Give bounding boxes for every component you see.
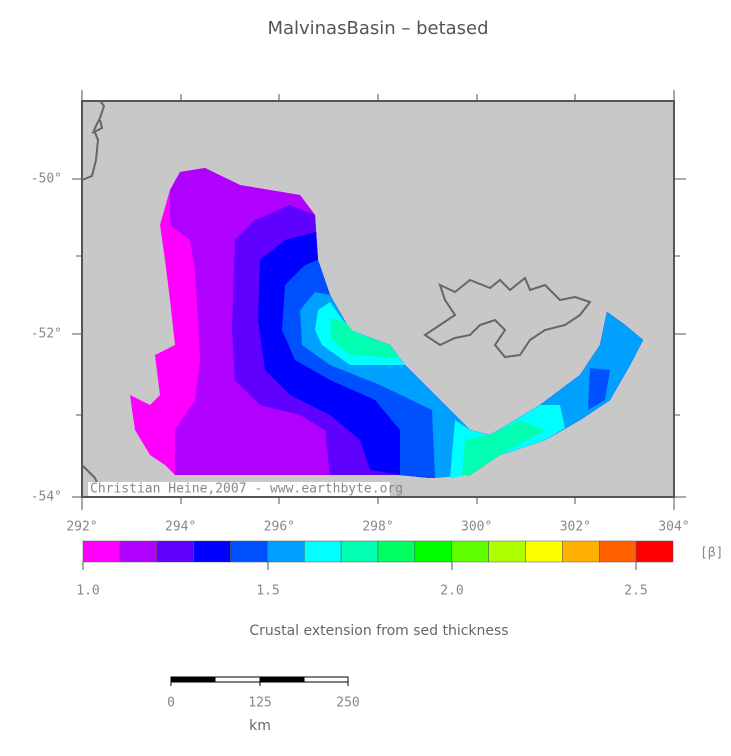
colorbar-swatch [488, 540, 526, 563]
colorbar-swatch [340, 540, 379, 563]
colorbar-swatch [304, 540, 342, 563]
colorbar-unit: [β] [700, 546, 723, 561]
colorbar-tick-label: 1.5 [256, 584, 279, 599]
colorbar-swatch [156, 540, 194, 563]
colorbar-swatch [562, 540, 600, 563]
credit: Christian Heine,2007 - www.earthbyte.org [90, 482, 403, 497]
x-tick-label: 304° [658, 520, 689, 535]
scale-label: 125 [248, 696, 271, 711]
x-tick-label: 292° [66, 520, 97, 535]
x-tick-label: 294° [165, 520, 196, 535]
scale-bar [170, 676, 349, 686]
ticks [72, 90, 686, 510]
colorbar-swatch [451, 540, 489, 563]
basin [130, 168, 643, 478]
colorbar-swatch [599, 540, 637, 563]
y-tick-label: -52° [31, 327, 62, 342]
scale-unit: km [249, 718, 271, 734]
colorbar-swatch [525, 540, 563, 563]
colorbar-swatch [82, 540, 121, 563]
colorbar-tick-label: 2.0 [440, 584, 463, 599]
colorbar-caption: Crustal extension from sed thickness [249, 623, 508, 639]
y-tick-label: -54° [31, 490, 62, 505]
colorbar-tick-label: 1.0 [76, 584, 99, 599]
colorbar-swatch [267, 540, 305, 563]
y-tick-label: -50° [31, 172, 62, 187]
colorbar-tick-label: 2.5 [624, 584, 647, 599]
colorbar-swatch [193, 540, 231, 563]
colorbar-swatch [119, 540, 157, 563]
credit-box [88, 482, 390, 496]
x-tick-label: 296° [264, 520, 295, 535]
colorbar-swatch [635, 540, 674, 563]
colorbar-swatch [377, 540, 416, 563]
x-tick-label: 302° [560, 520, 591, 535]
scale-label: 0 [167, 696, 175, 711]
x-tick-label: 298° [362, 520, 393, 535]
scale-label: 250 [336, 696, 359, 711]
title: MalvinasBasin – betased [267, 18, 488, 39]
colorbar-swatch [230, 540, 268, 563]
x-tick-label: 300° [461, 520, 492, 535]
colorbar-swatch [414, 540, 452, 563]
